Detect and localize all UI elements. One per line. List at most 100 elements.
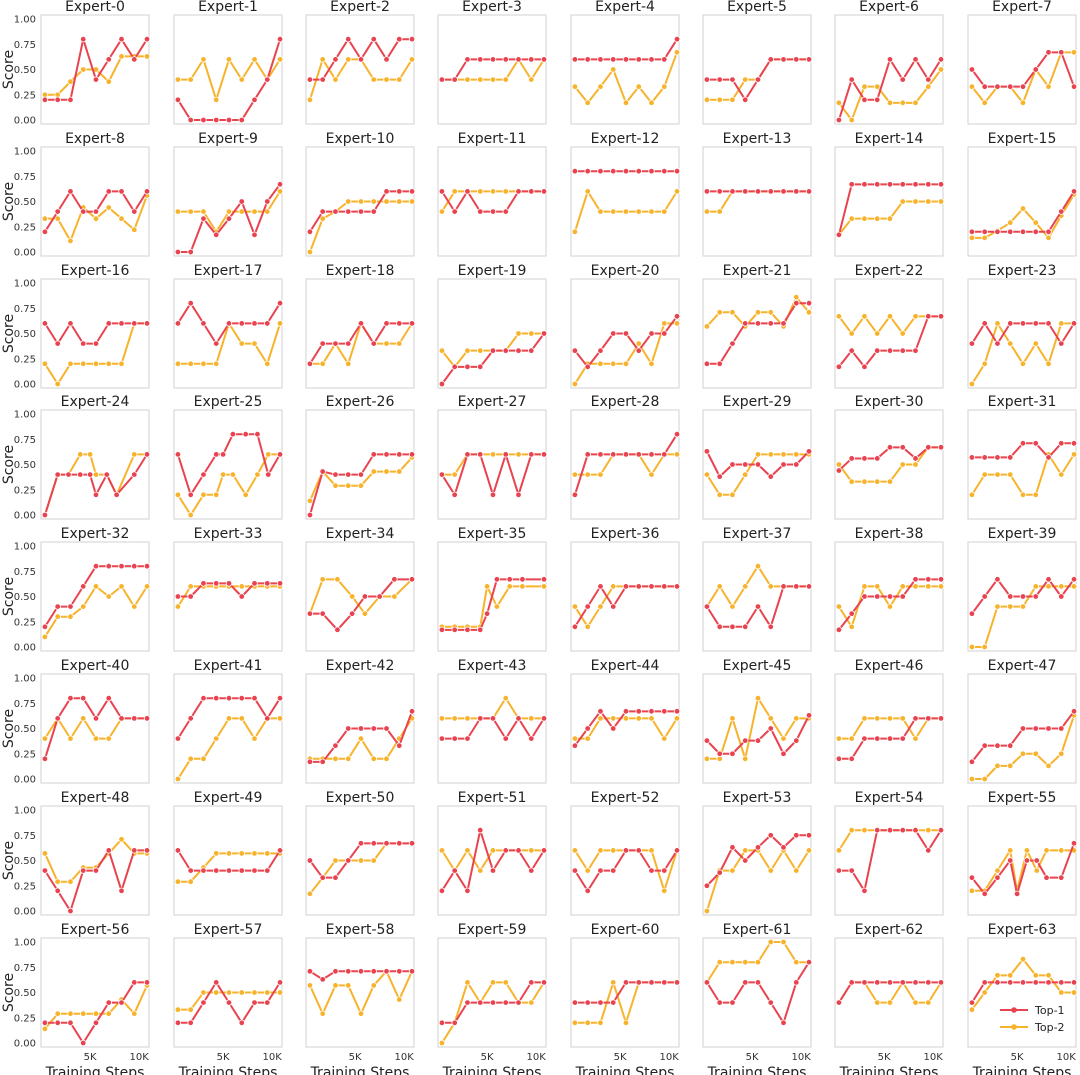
data-point-top-1 — [994, 340, 1001, 347]
panel-frame — [570, 146, 680, 257]
data-point-top-1 — [937, 444, 945, 451]
data-point-top-1 — [874, 827, 881, 834]
data-point-top-2 — [661, 83, 668, 90]
data-point-top-1 — [105, 56, 112, 63]
data-point-top-1 — [276, 847, 284, 854]
data-point-top-1 — [571, 867, 579, 874]
data-point-top-1 — [92, 208, 100, 215]
data-point-top-2 — [264, 850, 271, 857]
data-point-top-1 — [515, 715, 522, 722]
panel-frame — [834, 14, 944, 125]
data-point-top-1 — [899, 76, 906, 83]
data-point-top-2 — [635, 715, 642, 722]
data-point-top-2 — [92, 360, 100, 367]
data-point-top-1 — [767, 56, 774, 63]
data-point-top-1 — [238, 695, 245, 702]
data-point-top-2 — [673, 451, 681, 458]
data-point-top-2 — [306, 248, 314, 256]
data-point-top-2 — [276, 188, 284, 195]
data-point-top-2 — [912, 99, 919, 107]
data-point-top-2 — [187, 76, 194, 83]
data-point-top-1 — [41, 623, 49, 630]
series-line-top-2 — [177, 453, 281, 516]
data-point-top-1 — [332, 56, 339, 63]
data-point-top-1 — [673, 431, 681, 438]
y-tick-label: 0.25 — [14, 749, 36, 760]
data-point-top-2 — [793, 451, 800, 458]
data-point-top-2 — [238, 583, 245, 590]
panel-title: Expert-62 — [855, 922, 924, 938]
data-point-top-1 — [528, 188, 535, 195]
data-point-top-2 — [118, 360, 125, 367]
expert-panel: Expert-52 — [570, 790, 681, 916]
expert-panel: Expert-1 — [173, 0, 284, 125]
data-point-top-1 — [874, 96, 881, 103]
x-tick-label: 10K — [263, 1052, 283, 1063]
data-point-top-2 — [396, 468, 403, 475]
data-point-top-2 — [477, 347, 484, 354]
data-point-top-2 — [968, 83, 976, 90]
data-point-top-2 — [131, 226, 138, 233]
panel-title: Expert-25 — [194, 394, 263, 410]
panel-title: Expert-17 — [194, 263, 263, 279]
data-point-top-2 — [264, 360, 271, 367]
data-point-top-1 — [729, 750, 736, 757]
data-point-top-2 — [357, 857, 365, 864]
data-point-top-1 — [540, 979, 548, 986]
panel-frame — [40, 541, 150, 652]
data-point-top-1 — [483, 610, 491, 617]
y-tick-label: 1.00 — [14, 674, 36, 685]
data-point-top-2 — [306, 890, 314, 898]
data-point-top-1 — [1032, 725, 1039, 732]
data-point-top-2 — [219, 471, 227, 478]
panel-frame — [173, 409, 283, 520]
data-point-top-1 — [886, 444, 894, 451]
data-point-top-1 — [597, 999, 604, 1006]
data-point-top-1 — [41, 228, 49, 235]
data-point-top-2 — [767, 867, 774, 874]
data-point-top-1 — [92, 340, 100, 347]
panel-frame — [702, 937, 812, 1048]
data-point-top-2 — [464, 847, 471, 854]
panel-frame — [702, 278, 812, 389]
panel-title: Expert-12 — [591, 131, 660, 147]
data-point-top-1 — [1058, 208, 1065, 215]
data-point-top-1 — [635, 708, 642, 715]
y-tick-label: 1.00 — [14, 542, 36, 553]
data-point-top-1 — [912, 576, 919, 583]
data-point-top-2 — [648, 99, 655, 107]
data-point-top-2 — [899, 583, 906, 590]
data-point-top-1 — [780, 188, 787, 195]
data-point-top-1 — [899, 593, 906, 600]
data-point-top-1 — [276, 300, 284, 307]
data-point-top-1 — [225, 867, 233, 874]
panel-frame — [702, 541, 812, 652]
data-point-top-1 — [391, 576, 398, 583]
data-point-top-2 — [464, 979, 471, 986]
data-point-top-2 — [584, 188, 591, 195]
data-point-top-1 — [276, 979, 284, 986]
data-point-top-2 — [41, 360, 49, 367]
data-point-top-1 — [219, 451, 227, 458]
data-point-top-2 — [489, 979, 497, 986]
data-point-top-1 — [464, 451, 471, 458]
data-point-top-2 — [912, 461, 919, 468]
data-point-top-1 — [622, 330, 630, 337]
data-point-top-2 — [80, 66, 87, 73]
y-tick-label: 1.00 — [14, 938, 36, 949]
expert-panel: Expert-51 — [437, 790, 548, 916]
data-point-top-1 — [874, 593, 881, 600]
data-point-top-1 — [597, 708, 604, 715]
data-point-top-1 — [370, 725, 377, 732]
data-point-top-2 — [1019, 750, 1027, 757]
data-point-top-1 — [113, 491, 120, 498]
data-point-top-2 — [200, 989, 207, 996]
data-point-top-1 — [597, 167, 604, 175]
expert-panel: Expert-49 — [173, 790, 284, 916]
data-point-top-1 — [1019, 979, 1027, 986]
expert-panel: Expert-0 0.00 0.25 0.50 0.75 1.00 Score — [1, 0, 151, 127]
data-point-top-1 — [506, 576, 513, 583]
data-point-top-2 — [912, 735, 919, 742]
panel-frame — [437, 409, 547, 520]
data-point-top-1 — [912, 715, 919, 722]
